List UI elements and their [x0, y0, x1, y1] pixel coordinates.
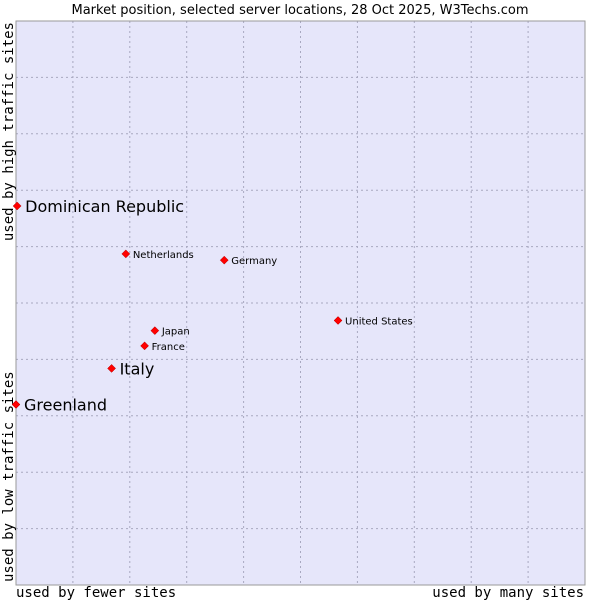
point-marker-japan [150, 326, 160, 335]
point-marker-france [140, 341, 149, 351]
point-label-dominican-republic: Dominican Republic [25, 197, 184, 216]
data-points: Dominican Republic Netherlands Germany Unit… [11, 197, 413, 415]
point-marker-united-states [333, 316, 343, 325]
point-label-united-states: United States [345, 316, 413, 327]
y-axis-label-low: used by low traffic sites [1, 371, 17, 582]
y-axis-label-high: used by high traffic sites [1, 22, 17, 241]
chart-title: Market position, selected server locatio… [71, 3, 528, 18]
point-label-japan: Japan [161, 327, 190, 338]
point-marker-netherlands [121, 249, 131, 259]
point-marker-greenland [11, 400, 21, 409]
point-label-france: France [152, 342, 185, 353]
point-marker-dominican-republic [12, 201, 22, 211]
point-label-netherlands: Netherlands [133, 250, 194, 261]
plot-border [15, 20, 586, 586]
point-marker-italy [107, 364, 116, 373]
x-axis-label-high: used by many sites [432, 585, 584, 600]
x-axis-label-low: used by fewer sites [16, 585, 176, 600]
point-marker-germany [219, 255, 229, 265]
point-label-germany: Germany [231, 256, 277, 267]
point-label-greenland: Greenland [24, 396, 107, 415]
point-label-italy: Italy [120, 359, 155, 378]
grid-lines [16, 21, 585, 585]
